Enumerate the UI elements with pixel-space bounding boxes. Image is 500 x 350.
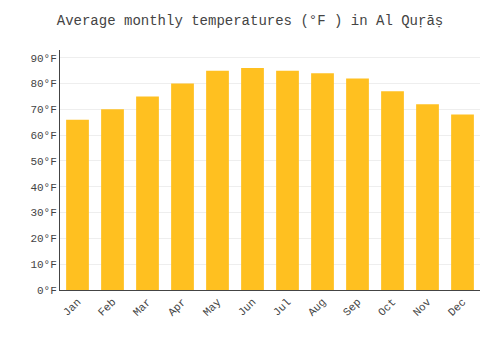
- svg-text:Oct: Oct: [376, 296, 398, 318]
- svg-text:Nov: Nov: [411, 296, 434, 319]
- svg-text:10°F: 10°F: [30, 259, 56, 271]
- svg-text:60°F: 60°F: [30, 130, 56, 142]
- svg-text:Mar: Mar: [131, 296, 153, 318]
- svg-text:Average monthly temperatures (: Average monthly temperatures (°F ) in Al…: [57, 13, 443, 29]
- svg-text:30°F: 30°F: [30, 207, 56, 219]
- svg-text:70°F: 70°F: [30, 104, 56, 116]
- svg-text:0°F: 0°F: [37, 285, 57, 297]
- svg-text:50°F: 50°F: [30, 156, 56, 168]
- svg-text:Jul: Jul: [271, 296, 293, 318]
- svg-text:Jan: Jan: [61, 296, 83, 318]
- svg-text:Dec: Dec: [446, 296, 468, 318]
- svg-text:20°F: 20°F: [30, 233, 56, 245]
- svg-text:Sep: Sep: [341, 296, 363, 318]
- svg-text:40°F: 40°F: [30, 182, 56, 194]
- svg-text:Aug: Aug: [306, 296, 328, 318]
- svg-text:Apr: Apr: [166, 296, 188, 318]
- svg-text:Feb: Feb: [96, 296, 118, 318]
- svg-text:90°F: 90°F: [30, 53, 56, 65]
- svg-text:May: May: [201, 296, 224, 319]
- svg-text:Jun: Jun: [236, 296, 258, 318]
- svg-text:80°F: 80°F: [30, 78, 56, 90]
